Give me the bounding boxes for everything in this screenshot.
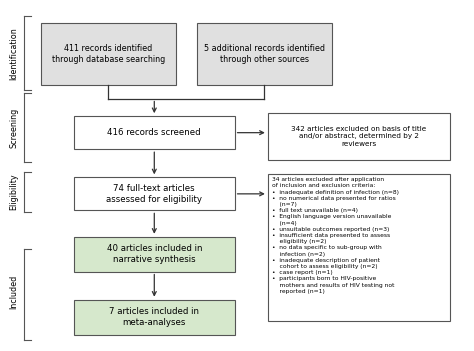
FancyBboxPatch shape [74,177,235,211]
Text: 411 records identified
through database searching: 411 records identified through database … [52,44,165,64]
FancyBboxPatch shape [74,237,235,272]
FancyBboxPatch shape [268,174,450,320]
FancyBboxPatch shape [268,113,450,160]
Text: Eligibility: Eligibility [9,173,18,210]
Text: Screening: Screening [9,107,18,148]
Text: Identification: Identification [9,27,18,80]
FancyBboxPatch shape [74,300,235,335]
Text: 7 articles included in
meta-analyses: 7 articles included in meta-analyses [109,307,199,327]
Text: Included: Included [9,274,18,309]
Text: 40 articles included in
narrative synthesis: 40 articles included in narrative synthe… [107,244,202,264]
FancyBboxPatch shape [41,24,175,85]
FancyBboxPatch shape [197,24,331,85]
Text: 416 records screened: 416 records screened [108,128,201,137]
Text: 342 articles excluded on basis of title
and/or abstract, determined by 2
reviewe: 342 articles excluded on basis of title … [291,126,426,147]
FancyBboxPatch shape [74,116,235,149]
Text: 5 additional records identified
through other sources: 5 additional records identified through … [204,44,325,64]
Text: 74 full-text articles
assessed for eligibility: 74 full-text articles assessed for eligi… [106,184,202,204]
Text: 34 articles excluded after application
of inclusion and exclusion criteria:
•  i: 34 articles excluded after application o… [272,177,399,294]
